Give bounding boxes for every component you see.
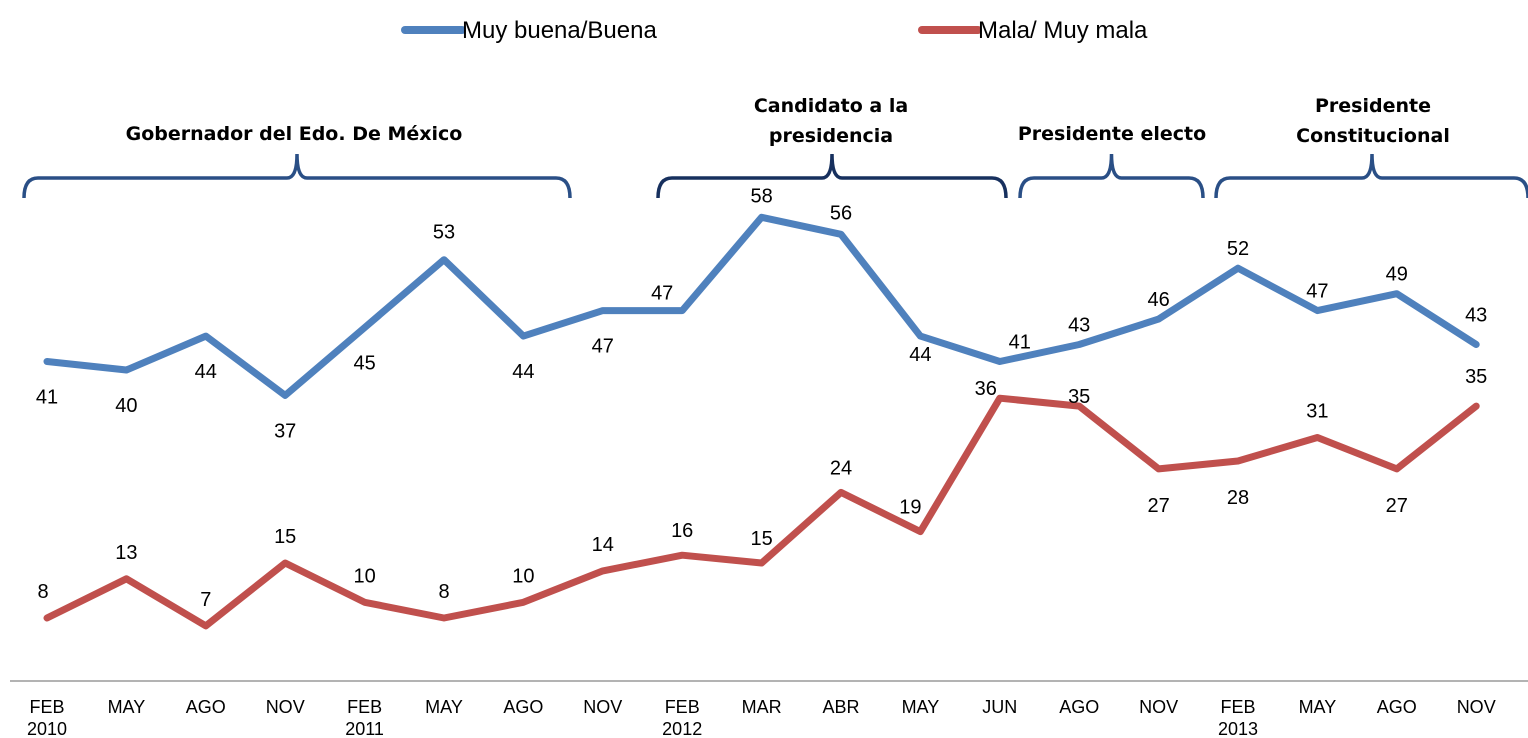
series-2-label-5: 10	[353, 565, 375, 587]
series-2-label-11: 24	[830, 457, 852, 479]
period-bracket-3	[1018, 153, 1205, 199]
legend-label-2: Mala/ Muy mala	[978, 17, 1148, 44]
x-tick-year-5: 2011	[345, 719, 384, 738]
legend: Muy buena/Buena Mala/ Muy mala	[401, 17, 1148, 44]
series-1-label-12: 44	[909, 344, 931, 366]
x-tick-label-3: AGO	[186, 697, 226, 717]
x-tick-label-17: MAY	[1299, 697, 1337, 717]
x-axis-ticks: FEB 2010 MAY AGO NOV FEB 2011 MAY AGO NOV FEB 2012 M…	[27, 697, 1496, 738]
series-2-label-19: 35	[1465, 366, 1487, 388]
series-1-label-16: 52	[1227, 238, 1249, 260]
series-2-label-1: 8	[37, 581, 48, 603]
period-bracket-4	[1214, 153, 1528, 199]
x-tick-year-16: 2013	[1218, 719, 1258, 738]
x-tick-label-18: AGO	[1377, 697, 1417, 717]
series-1-label-3: 44	[195, 361, 217, 383]
legend-label-1: Muy buena/Buena	[462, 17, 657, 44]
x-tick-label-2: MAY	[108, 697, 146, 717]
x-tick-year-1: 2010	[27, 719, 67, 738]
series-1-label-17: 47	[1306, 281, 1328, 303]
series-lines	[43, 213, 1480, 630]
series-2-label-9: 16	[671, 520, 693, 542]
series-2-label-10: 15	[750, 528, 772, 550]
x-tick-label-8: NOV	[583, 697, 622, 717]
series-2-label-18: 27	[1386, 495, 1408, 517]
x-tick-label-12: MAY	[902, 697, 940, 717]
series-1-label-9: 47	[651, 283, 673, 305]
period-bracket-1	[22, 153, 572, 199]
series-1-label-13: 41	[1009, 332, 1031, 354]
series-2-label-12: 19	[899, 497, 921, 519]
series-2-label-16: 28	[1227, 487, 1249, 509]
x-tick-label-16: FEB	[1220, 697, 1255, 717]
series-2-label-14: 35	[1068, 386, 1090, 408]
series-1-label-8: 47	[592, 336, 614, 358]
period-label-4-line-2: Constitucional	[1296, 125, 1450, 147]
x-tick-label-11: ABR	[822, 697, 859, 717]
series-1-label-18: 49	[1386, 264, 1408, 286]
x-tick-label-6: MAY	[425, 697, 463, 717]
series-2-label-3: 7	[200, 589, 211, 611]
x-tick-label-10: MAR	[742, 697, 782, 717]
series-1-label-7: 44	[512, 361, 534, 383]
x-tick-label-1: FEB	[29, 697, 64, 717]
period-label-2-line-1: Candidato a la	[754, 95, 908, 117]
x-tick-label-19: NOV	[1457, 697, 1496, 717]
series-2-label-4: 15	[274, 526, 296, 548]
series-1-label-6: 53	[433, 222, 455, 244]
period-bracket-2	[656, 153, 1008, 199]
series-2-label-7: 10	[512, 565, 534, 587]
series-2-label-17: 31	[1306, 400, 1328, 422]
x-tick-label-4: NOV	[266, 697, 305, 717]
series-1-label-2: 40	[115, 395, 137, 417]
period-label-2-line-2: presidencia	[769, 125, 893, 147]
series-1-label-14: 43	[1068, 315, 1090, 337]
period-brackets: Gobernador del Edo. De México Candidato a…	[22, 95, 1528, 199]
series-2-label-8: 14	[592, 534, 614, 556]
x-tick-label-13: JUN	[982, 697, 1017, 717]
x-tick-label-14: AGO	[1059, 697, 1099, 717]
series-1-label-10: 58	[750, 185, 772, 207]
x-tick-label-9: FEB	[665, 697, 700, 717]
x-tick-label-7: AGO	[503, 697, 543, 717]
series-line-1	[43, 213, 1480, 399]
period-label-3-line-1: Presidente electo	[1018, 123, 1206, 145]
x-tick-year-9: 2012	[662, 719, 702, 738]
series-2-label-2: 13	[115, 542, 137, 564]
series-1-label-1: 41	[36, 387, 58, 409]
series-2-label-15: 27	[1147, 495, 1169, 517]
data-labels: 41 40 44 37 45 53 44 47 47 58 56 44 41 43 46 52 47 49 43 8 1…	[36, 185, 1487, 611]
series-2-label-13: 36	[975, 378, 997, 400]
x-tick-label-5: FEB	[347, 697, 382, 717]
x-tick-label-15: NOV	[1139, 697, 1178, 717]
period-label-4-line-1: Presidente	[1315, 95, 1431, 117]
series-1-label-19: 43	[1465, 305, 1487, 327]
series-2-label-6: 8	[438, 581, 449, 603]
series-1-label-15: 46	[1147, 289, 1169, 311]
series-line-2	[43, 394, 1480, 630]
period-label-1-line-1: Gobernador del Edo. De México	[126, 123, 463, 145]
series-1-label-5: 45	[353, 353, 375, 375]
series-1-label-11: 56	[830, 202, 852, 224]
series-1-label-4: 37	[274, 420, 296, 442]
